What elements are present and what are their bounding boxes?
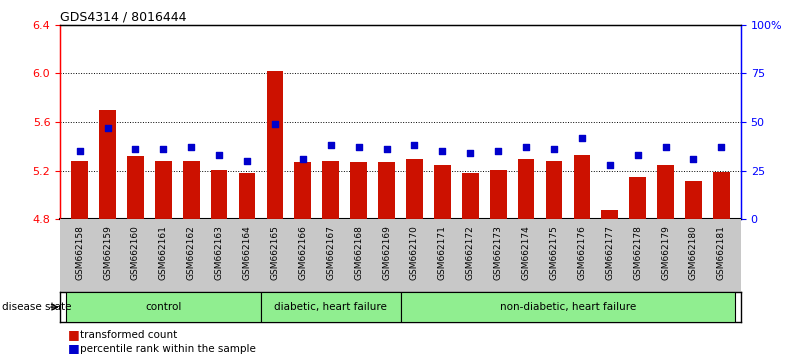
Point [548, 147, 561, 152]
Text: percentile rank within the sample: percentile rank within the sample [80, 344, 256, 354]
Text: non-diabetic, heart failure: non-diabetic, heart failure [500, 302, 636, 312]
Text: GSM662181: GSM662181 [717, 225, 726, 280]
Bar [322, 161, 339, 354]
Text: GSM662163: GSM662163 [215, 225, 223, 280]
Bar [489, 170, 506, 354]
Point [296, 156, 309, 162]
Text: GSM662161: GSM662161 [159, 225, 168, 280]
Text: GSM662159: GSM662159 [103, 225, 112, 280]
Point [520, 144, 533, 150]
Bar [267, 71, 284, 354]
Bar [71, 161, 88, 354]
Text: ■: ■ [68, 342, 80, 354]
Bar [99, 110, 116, 354]
Bar [657, 165, 674, 354]
Point [129, 147, 142, 152]
Bar [400, 292, 735, 322]
Point [73, 148, 86, 154]
Text: GSM662160: GSM662160 [131, 225, 140, 280]
Bar [462, 173, 479, 354]
Text: GSM662162: GSM662162 [187, 225, 195, 280]
Text: GSM662175: GSM662175 [549, 225, 558, 280]
Bar [545, 161, 562, 354]
Text: GSM662165: GSM662165 [271, 225, 280, 280]
Text: GDS4314 / 8016444: GDS4314 / 8016444 [60, 11, 187, 24]
Point [715, 144, 728, 150]
Bar [378, 162, 395, 354]
Bar [66, 292, 261, 322]
Point [408, 143, 421, 148]
Text: GSM662169: GSM662169 [382, 225, 391, 280]
Bar [183, 161, 199, 354]
Point [492, 148, 505, 154]
Bar [350, 162, 367, 354]
Text: ■: ■ [68, 328, 80, 341]
Bar [434, 165, 451, 354]
Point [213, 152, 226, 158]
Point [631, 152, 644, 158]
Text: GSM662168: GSM662168 [354, 225, 363, 280]
Text: GSM662166: GSM662166 [298, 225, 308, 280]
Text: GSM662180: GSM662180 [689, 225, 698, 280]
Point [352, 144, 365, 150]
Point [240, 158, 253, 164]
Bar [406, 159, 423, 354]
Point [157, 147, 170, 152]
Text: GSM662179: GSM662179 [661, 225, 670, 280]
Text: GSM662172: GSM662172 [465, 225, 475, 280]
Text: GSM662178: GSM662178 [633, 225, 642, 280]
Text: GSM662177: GSM662177 [606, 225, 614, 280]
Text: GSM662164: GSM662164 [243, 225, 252, 280]
Bar [155, 161, 171, 354]
Point [380, 147, 393, 152]
Bar [295, 162, 312, 354]
Text: GSM662170: GSM662170 [410, 225, 419, 280]
Text: transformed count: transformed count [80, 330, 177, 339]
Bar [630, 177, 646, 354]
Text: GSM662173: GSM662173 [493, 225, 503, 280]
Text: GSM662171: GSM662171 [438, 225, 447, 280]
Point [687, 156, 700, 162]
Text: GSM662174: GSM662174 [521, 225, 530, 280]
Point [575, 135, 588, 141]
Point [464, 150, 477, 156]
Text: GSM662158: GSM662158 [75, 225, 84, 280]
Bar [713, 172, 730, 354]
Point [268, 121, 281, 127]
Point [436, 148, 449, 154]
Bar [239, 173, 256, 354]
Bar [685, 181, 702, 354]
Text: diabetic, heart failure: diabetic, heart failure [274, 302, 387, 312]
Point [324, 143, 337, 148]
Text: GSM662176: GSM662176 [578, 225, 586, 280]
Point [185, 144, 198, 150]
Bar [211, 170, 227, 354]
Point [603, 162, 616, 168]
Bar [517, 159, 534, 354]
Point [101, 125, 114, 131]
Bar [127, 156, 144, 354]
Text: disease state: disease state [2, 302, 71, 312]
Text: GSM662167: GSM662167 [326, 225, 336, 280]
Bar [602, 210, 618, 354]
Bar [574, 155, 590, 354]
Point [659, 144, 672, 150]
Bar [261, 292, 400, 322]
Text: control: control [145, 302, 182, 312]
